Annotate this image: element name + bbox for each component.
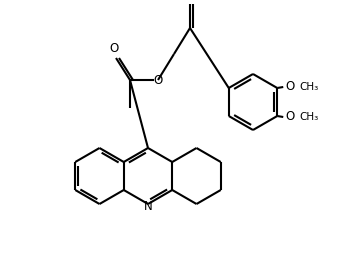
Text: O: O	[185, 0, 195, 3]
Text: O: O	[285, 80, 295, 94]
Text: CH₃: CH₃	[299, 112, 319, 122]
Text: CH₃: CH₃	[299, 82, 319, 92]
Text: O: O	[109, 41, 119, 54]
Text: O: O	[153, 74, 162, 87]
Text: O: O	[285, 111, 295, 124]
Text: N: N	[144, 199, 152, 213]
